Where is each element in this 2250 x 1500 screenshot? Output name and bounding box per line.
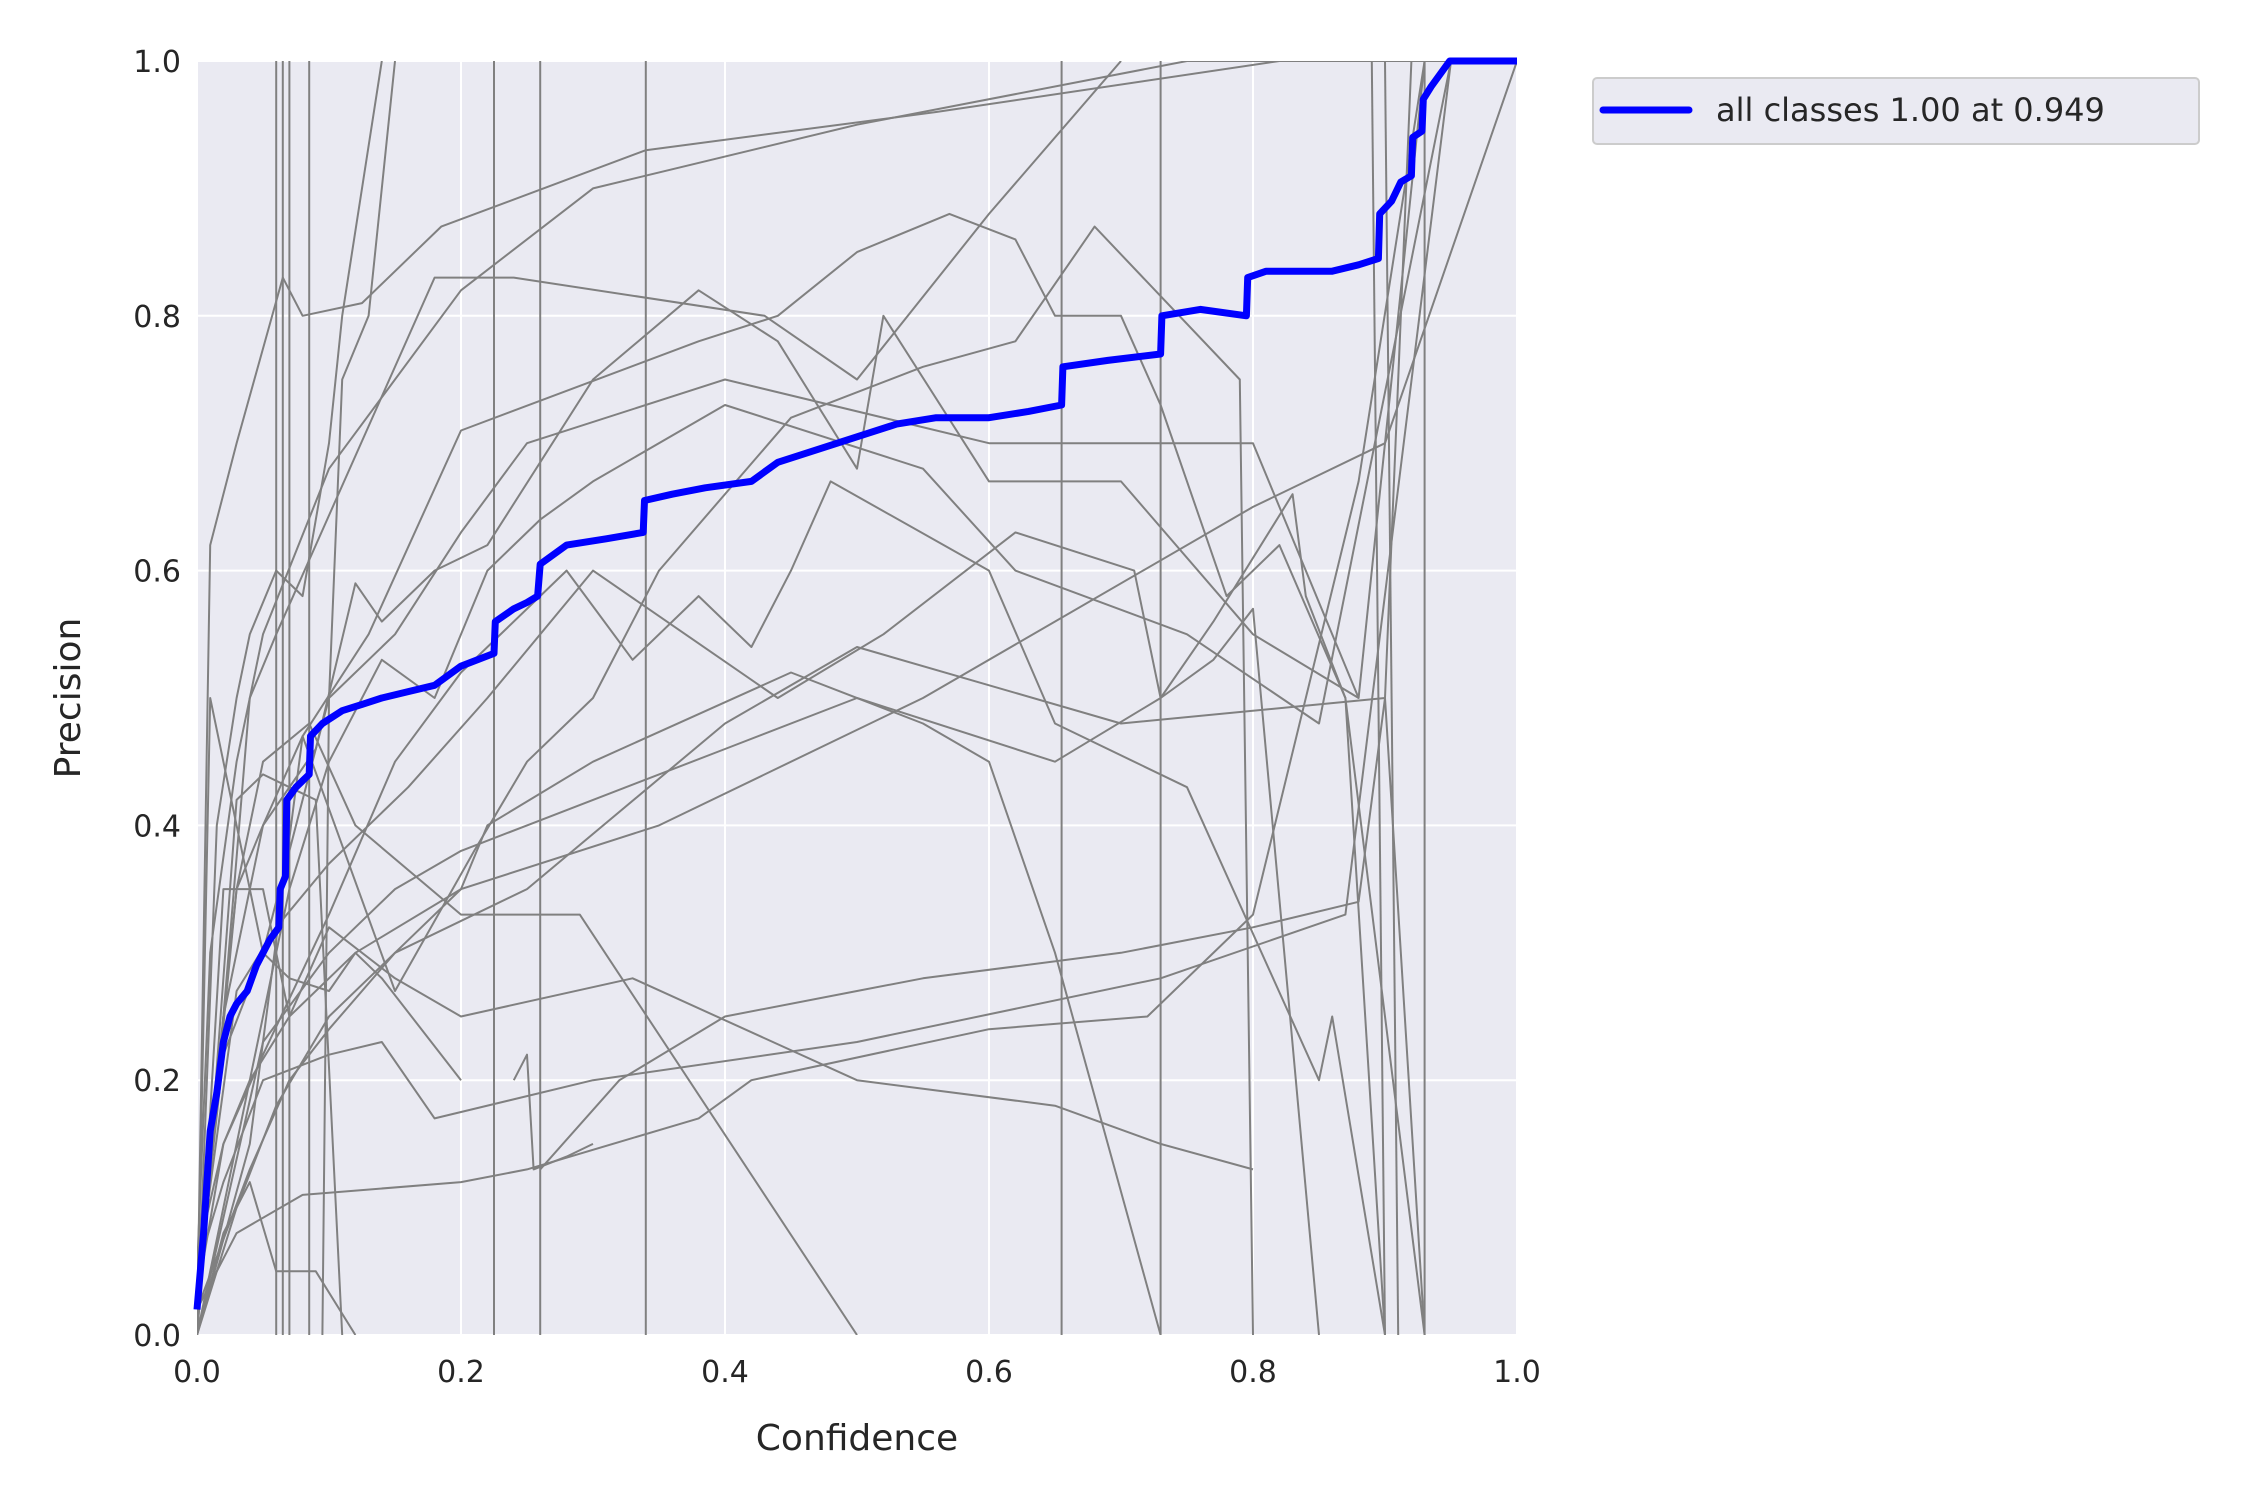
class-curve-8	[197, 61, 1122, 1335]
y-tick-label: 0.4	[133, 809, 181, 844]
class-curve-36	[539, 61, 1413, 1171]
class-curve-35	[321, 61, 396, 1335]
y-axis-title: Precision	[48, 618, 89, 779]
class-curve-20	[197, 888, 1254, 1335]
all-classes-curve-group	[193, 57, 1517, 1310]
all-classes-curve	[193, 57, 1517, 1310]
x-tick-label: 1.0	[1493, 1355, 1541, 1390]
legend-box	[1592, 77, 2200, 145]
x-axis-title: Confidence	[756, 1418, 958, 1459]
y-tick-labels: 0.0 0.2 0.4 0.6 0.8 1.0	[133, 45, 181, 1354]
class-curve-6	[197, 61, 1452, 1272]
y-tick-label: 0.6	[133, 555, 181, 590]
class-curve-12	[197, 480, 1386, 1335]
x-tick-label: 0.8	[1229, 1355, 1277, 1390]
x-tick-label: 0.4	[701, 1355, 749, 1390]
class-curve-17	[197, 61, 1452, 1335]
class-curve-16	[197, 225, 1254, 1335]
class-curve-34	[1384, 61, 1400, 1335]
class-curve-14	[197, 607, 1320, 1335]
x-tick-label: 0.0	[173, 1355, 221, 1390]
legend-label-all-classes: all classes 1.00 at 0.949	[1716, 91, 2105, 129]
class-curve-3	[197, 61, 1517, 1335]
class-curve-15	[197, 212, 1426, 1335]
x-tick-labels: 0.0 0.2 0.4 0.6 0.8 1.0	[173, 1355, 1541, 1390]
class-curves	[197, 61, 1517, 1335]
y-tick-label: 0.8	[133, 300, 181, 335]
x-tick-label: 0.2	[437, 1355, 485, 1390]
legend: all classes 1.00 at 0.949	[1592, 77, 2200, 145]
class-curve-1	[197, 61, 1517, 1272]
class-curve-10	[197, 493, 1386, 1335]
class-curve-33	[1370, 61, 1386, 1335]
x-tick-label: 0.6	[965, 1355, 1013, 1390]
class-curve-37	[512, 1053, 594, 1171]
y-tick-label: 1.0	[133, 45, 181, 80]
class-curve-7	[197, 61, 1426, 1310]
y-tick-label: 0.0	[133, 1319, 181, 1354]
y-tick-label: 0.2	[133, 1064, 181, 1099]
grid-lines	[196, 60, 1518, 1336]
